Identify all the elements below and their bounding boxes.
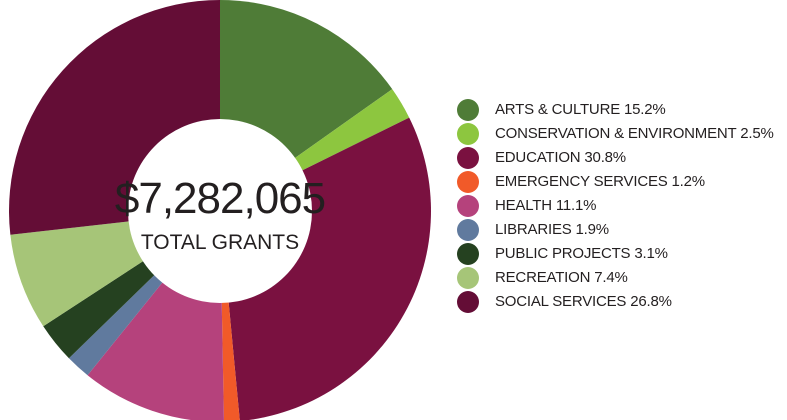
legend-item-public-projects: PUBLIC PROJECTS 3.1% (457, 242, 774, 265)
legend-swatch (457, 98, 479, 121)
legend-percent: 26.8% (630, 293, 672, 310)
legend-item-recreation: RECREATION 7.4% (457, 266, 774, 289)
legend-series-name: EMERGENCY SERVICES (495, 173, 668, 190)
legend-label: EDUCATION 30.8% (495, 149, 626, 166)
legend-series-name: HEALTH (495, 197, 552, 214)
legend-swatch (457, 218, 479, 241)
legend-series-name: ARTS & CULTURE (495, 101, 621, 118)
chart-legend: ARTS & CULTURE 15.2% CONSERVATION & ENVIR… (457, 98, 774, 314)
legend-item-arts-culture: ARTS & CULTURE 15.2% (457, 98, 774, 121)
legend-item-emergency-services: EMERGENCY SERVICES 1.2% (457, 170, 774, 193)
legend-item-health: HEALTH 11.1% (457, 194, 774, 217)
legend-label: RECREATION 7.4% (495, 269, 628, 286)
legend-swatch (457, 146, 479, 169)
legend-series-name: EDUCATION (495, 149, 581, 166)
legend-series-name: PUBLIC PROJECTS (495, 245, 631, 262)
legend-item-conservation-environment: CONSERVATION & ENVIRONMENT 2.5% (457, 122, 774, 145)
legend-series-name: LIBRARIES (495, 221, 572, 238)
legend-swatch (457, 290, 479, 313)
legend-percent: 30.8% (584, 149, 626, 166)
legend-swatch (457, 194, 479, 217)
legend-swatch (457, 170, 479, 193)
legend-swatch (457, 266, 479, 289)
legend-series-name: RECREATION (495, 269, 591, 286)
legend-label: SOCIAL SERVICES 26.8% (495, 293, 672, 310)
total-label: TOTAL GRANTS (141, 231, 299, 254)
legend-label: ARTS & CULTURE 15.2% (495, 101, 666, 118)
legend-swatch (457, 242, 479, 265)
legend-label: HEALTH 11.1% (495, 197, 596, 214)
legend-series-name: CONSERVATION & ENVIRONMENT (495, 125, 737, 142)
legend-percent: 15.2% (623, 101, 666, 118)
legend-item-education: EDUCATION 30.8% (457, 146, 774, 169)
legend-item-social-services: SOCIAL SERVICES 26.8% (457, 290, 774, 313)
donut-hole (128, 119, 312, 303)
legend-swatch (457, 122, 479, 145)
legend-percent: 3.1% (634, 245, 668, 262)
legend-percent: 2.5% (740, 125, 774, 142)
legend-item-libraries: LIBRARIES 1.9% (457, 218, 774, 241)
legend-percent: 1.9% (575, 221, 610, 238)
legend-percent: 7.4% (594, 269, 628, 286)
total-amount: $7,282,065 (115, 174, 325, 223)
legend-label: PUBLIC PROJECTS 3.1% (495, 245, 668, 262)
legend-percent: 1.2% (671, 173, 706, 190)
legend-series-name: SOCIAL SERVICES (495, 293, 627, 310)
legend-percent: 11.1% (555, 197, 597, 214)
legend-label: CONSERVATION & ENVIRONMENT 2.5% (495, 125, 774, 142)
legend-label: LIBRARIES 1.9% (495, 221, 609, 238)
legend-label: EMERGENCY SERVICES 1.2% (495, 173, 705, 190)
